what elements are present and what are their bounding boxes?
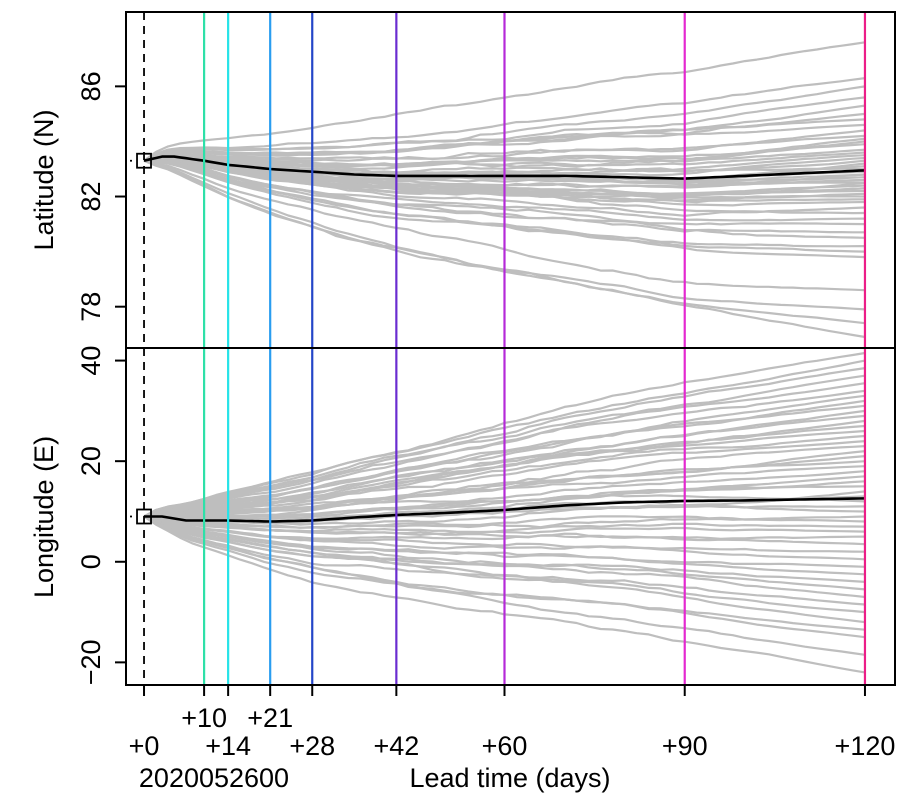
x-tick-label-14: +14 (205, 731, 251, 761)
plot-frame (125, 11, 896, 686)
x-tick-label-0: +0 (129, 731, 160, 761)
x-axis-label: Lead time (days) (409, 763, 610, 793)
y-tick-label-lon-40: 40 (76, 346, 106, 376)
y-tick-label-lat-86: 86 (76, 71, 106, 101)
y-tick-label-lat-78: 78 (76, 292, 106, 322)
panel-frame-lon (125, 347, 896, 686)
y-tick-label-lon-0: 0 (76, 554, 106, 569)
x-tick-label-90: +90 (662, 731, 708, 761)
lead-time-lines (143, 12, 867, 685)
x-tick-label-120: +120 (835, 731, 896, 761)
x-axis-start-date-label: 2020052600 (139, 763, 289, 793)
initial-marker-lon (136, 508, 152, 525)
x-tick-label-60: +60 (482, 731, 528, 761)
x-tick-label-28: +28 (289, 731, 335, 761)
y-tick-label-lon--20: −20 (76, 639, 106, 685)
axes: 78 82 86 −20 0 20 40 +0 +10+14+21+28 +42 +60 +90 +12… (76, 71, 895, 761)
y-axis-label-latitude: Latitude (N) (29, 109, 59, 250)
x-tick-label-42: +42 (373, 731, 419, 761)
initial-marker-lat (136, 152, 152, 169)
initial-markers (130, 152, 152, 525)
x-tick-label-10: +10 (181, 703, 227, 733)
y-axis-label-longitude: Longitude (E) (29, 436, 59, 598)
y-tick-label-lat-82: 82 (76, 182, 106, 212)
x-tick-label-21: +21 (247, 703, 293, 733)
y-tick-label-lon-20: 20 (76, 446, 106, 476)
